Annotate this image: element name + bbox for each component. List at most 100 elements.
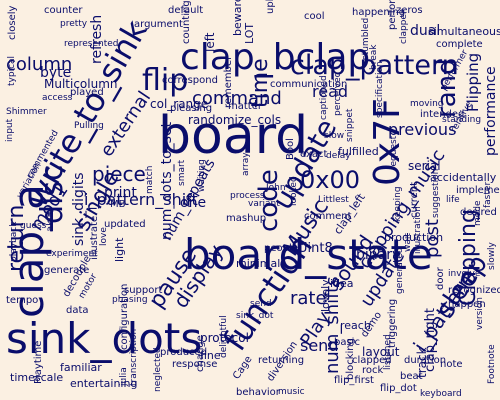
word-entertaining: familiar [60, 361, 102, 374]
word-mashup: delightful [219, 315, 229, 358]
word-familiar: lovely [319, 279, 332, 312]
word-protocol: produced [160, 347, 208, 358]
word-left: beware [231, 0, 244, 36]
word-0x00: 0x00 [300, 166, 361, 194]
word-randomize-cols: byte [40, 65, 72, 81]
word-access: represented [64, 39, 119, 49]
word-typical: access [42, 93, 73, 103]
word-command: command [192, 88, 282, 109]
word-playtime: behavior [236, 387, 280, 398]
word-slow: Bool [285, 138, 296, 160]
word-uint8: num_dots_to_set [159, 121, 175, 240]
word-col-range: sink_digits [71, 172, 87, 247]
word-experiment: playback [9, 221, 19, 262]
word-shimmer: Pulling [74, 121, 104, 131]
word-decouple: guess [20, 221, 47, 231]
word-happening: communication [270, 79, 348, 90]
word-stumbled: happening [352, 7, 406, 18]
word-simultaneously: zeros [396, 5, 423, 16]
word-multicolumn: LOT [243, 22, 256, 44]
word-variant: process [230, 191, 265, 201]
word-listened: involve [448, 269, 481, 279]
word-keeping: suggestion [431, 168, 441, 218]
word-flip: flip [142, 63, 189, 98]
word-guess: akin [45, 210, 56, 232]
word-time2: send [250, 299, 272, 309]
word-version: Footnote [487, 344, 497, 384]
word-comment: Littlest [318, 195, 349, 205]
word-play: rate [290, 288, 327, 309]
word-input: typical [7, 55, 17, 86]
word-response: transcription [129, 328, 139, 386]
word-clapper: intended [420, 109, 465, 120]
word-num-dots-to-set: production [384, 231, 444, 244]
word-john: exact [300, 149, 328, 160]
word-played: argument [134, 19, 183, 30]
word-refresh: Multicolumn [44, 77, 118, 91]
word-column: column [6, 54, 73, 75]
word-blocking: clapped [352, 355, 392, 366]
word-music2: sink_dot [236, 311, 274, 321]
word-matter: cool [304, 11, 325, 22]
word-minimal: Uint8 [298, 241, 333, 256]
word-zeros: dual [410, 23, 441, 39]
word-door: happen [448, 299, 486, 310]
word-returning: neglected [153, 347, 163, 392]
word-performer: clapper [399, 10, 409, 44]
word-julia: timescale [10, 371, 64, 384]
word-bool: fulfilled [338, 145, 379, 158]
word-delay: looked [289, 176, 299, 206]
word-argument: default [168, 5, 204, 16]
word-configuration: phasing [112, 295, 148, 305]
word-pretty: closely [7, 5, 18, 40]
word-print: i_pattern_shift [84, 190, 198, 209]
word-behavior: entertaining [70, 377, 138, 390]
word-process: match [145, 165, 155, 194]
word-diversion: returning [258, 355, 305, 366]
word-beware: remember [223, 55, 234, 108]
word-previous: previous [388, 120, 457, 139]
word-tempo: generate [44, 265, 90, 276]
word-faster: mode [473, 200, 483, 226]
word-triggering: demo [359, 309, 385, 340]
word-remember: pleasing [170, 103, 213, 114]
word-send2: music [278, 387, 305, 397]
word-lot: col_range [150, 97, 209, 111]
word-pulling: played [70, 87, 104, 98]
word-idea: minimal [236, 257, 281, 270]
word-production: binary [356, 247, 401, 263]
word-layout: desired [460, 207, 497, 218]
word-light: MB [110, 199, 126, 210]
word-delightful: configuration [119, 283, 130, 350]
word-smart: waiting [197, 159, 207, 192]
word-correspond: matter [228, 101, 262, 112]
word-desired: people [264, 243, 298, 254]
word-rate: read [312, 82, 349, 101]
word-board: board [158, 106, 309, 166]
word-current: implementation [456, 185, 500, 196]
word-perform: complete [436, 39, 483, 50]
word-suggestion: illustration [413, 206, 423, 254]
word-clap-bclap: clap_bclap [180, 37, 371, 78]
word-mode: life [446, 195, 460, 205]
word-involve: generated [395, 247, 405, 295]
word-communication: snippet [345, 108, 355, 142]
word-array: variant [248, 199, 280, 209]
word-sink-dot: flip_dot [380, 383, 417, 394]
word-wait: standing [442, 115, 482, 125]
word-cool: upload [265, 0, 276, 14]
word-flip-dot: rock [362, 365, 384, 376]
word-basic: door [435, 267, 446, 290]
word-phasing: support [124, 285, 163, 296]
word-implementation: accidentally [430, 171, 497, 184]
word-illustration: wait [403, 233, 413, 252]
word-happen: recognized [448, 285, 500, 296]
word-pleasing: correspond [162, 75, 218, 86]
word-note: flip_first [334, 375, 374, 386]
word-change: protocol [200, 331, 249, 345]
word-represented: pretty [60, 19, 88, 29]
word-duration: layout [362, 345, 400, 359]
word-clap-left: idea [330, 277, 354, 290]
word-transcription: julia [119, 367, 129, 386]
